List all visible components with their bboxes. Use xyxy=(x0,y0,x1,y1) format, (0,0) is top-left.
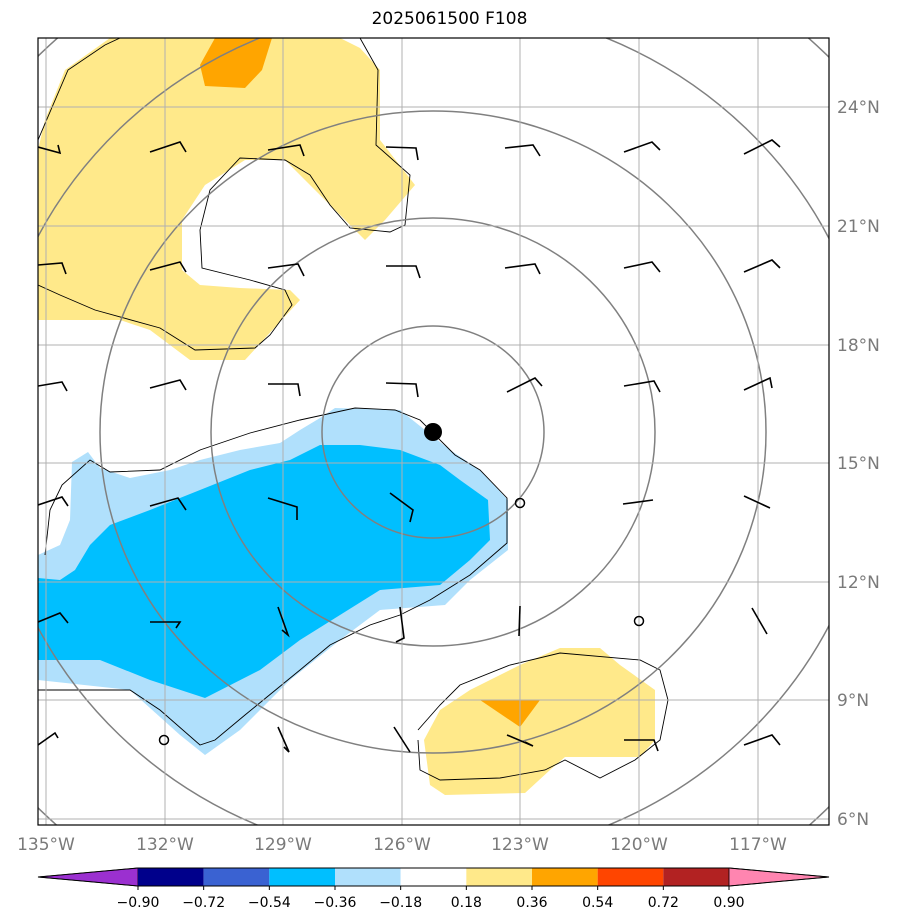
colorbar-segment xyxy=(466,868,532,886)
storm-center-marker xyxy=(424,423,442,441)
positive-contour-fill-nw-orange xyxy=(200,38,272,88)
colorbar-tick-label: 0.72 xyxy=(648,895,679,911)
colorbar-segment xyxy=(335,868,401,886)
colorbar-extend-low xyxy=(37,867,139,887)
colorbar-extend-high xyxy=(728,867,830,887)
contour-lines xyxy=(38,38,669,781)
lat-tick-label: 18°N xyxy=(837,336,880,356)
positive-contour-fill-se xyxy=(424,648,655,795)
colorbar-tick-label: −0.54 xyxy=(248,895,291,911)
colorbar-tick-label: −0.18 xyxy=(379,895,422,911)
colorbar-segment xyxy=(663,868,729,886)
lon-tick-label: 135°W xyxy=(17,835,75,855)
lat-tick-label: 6°N xyxy=(837,810,869,830)
colorbar-segment xyxy=(400,868,467,886)
calm-wind-circles xyxy=(158,497,645,746)
lat-tick-label: 21°N xyxy=(837,217,880,237)
colorbar-segment xyxy=(597,868,664,886)
colorbar-tick-label: −0.72 xyxy=(182,895,225,911)
lat-tick-label: 15°N xyxy=(837,454,880,474)
lat-tick-label: 12°N xyxy=(837,573,880,593)
colorbar: −0.90 −0.72 −0.54 −0.36 −0.18 0.18 0.36 0.54 0.7… xyxy=(37,867,830,911)
lon-tick-label: 117°W xyxy=(729,835,787,855)
colorbar-tick-label: 0.54 xyxy=(582,895,613,911)
positive-contour-fill-nw xyxy=(38,38,415,360)
lon-tick-label: 126°W xyxy=(373,835,431,855)
lat-tick-labels: 24°N 21°N 18°N 15°N 12°N 9°N 6°N xyxy=(837,98,880,830)
colorbar-segment xyxy=(269,868,335,886)
map-title: 2025061500 F108 xyxy=(371,9,528,29)
lon-tick-labels: 135°W 132°W 129°W 126°W 123°W 120°W 117°… xyxy=(17,835,787,855)
colorbar-tick-label: −0.90 xyxy=(117,895,160,911)
lat-tick-label: 24°N xyxy=(837,98,880,118)
colorbar-segment xyxy=(203,868,270,886)
colorbar-tick-label: 0.18 xyxy=(451,895,482,911)
graticule xyxy=(38,38,829,825)
lon-tick-label: 129°W xyxy=(254,835,312,855)
positive-contour-fill-se-orange xyxy=(480,700,540,727)
lon-tick-label: 123°W xyxy=(491,835,549,855)
colorbar-segment xyxy=(138,868,204,886)
lat-tick-label: 9°N xyxy=(837,691,869,711)
colorbar-tick-label: −0.36 xyxy=(314,895,357,911)
colorbar-tick-label: 0.90 xyxy=(713,895,744,911)
lon-tick-label: 120°W xyxy=(610,835,668,855)
map-frame xyxy=(37,37,830,826)
wind-barbs xyxy=(38,139,781,753)
colorbar-segment xyxy=(532,868,598,886)
lon-tick-label: 132°W xyxy=(136,835,194,855)
colorbar-tick-label: 0.36 xyxy=(516,895,547,911)
